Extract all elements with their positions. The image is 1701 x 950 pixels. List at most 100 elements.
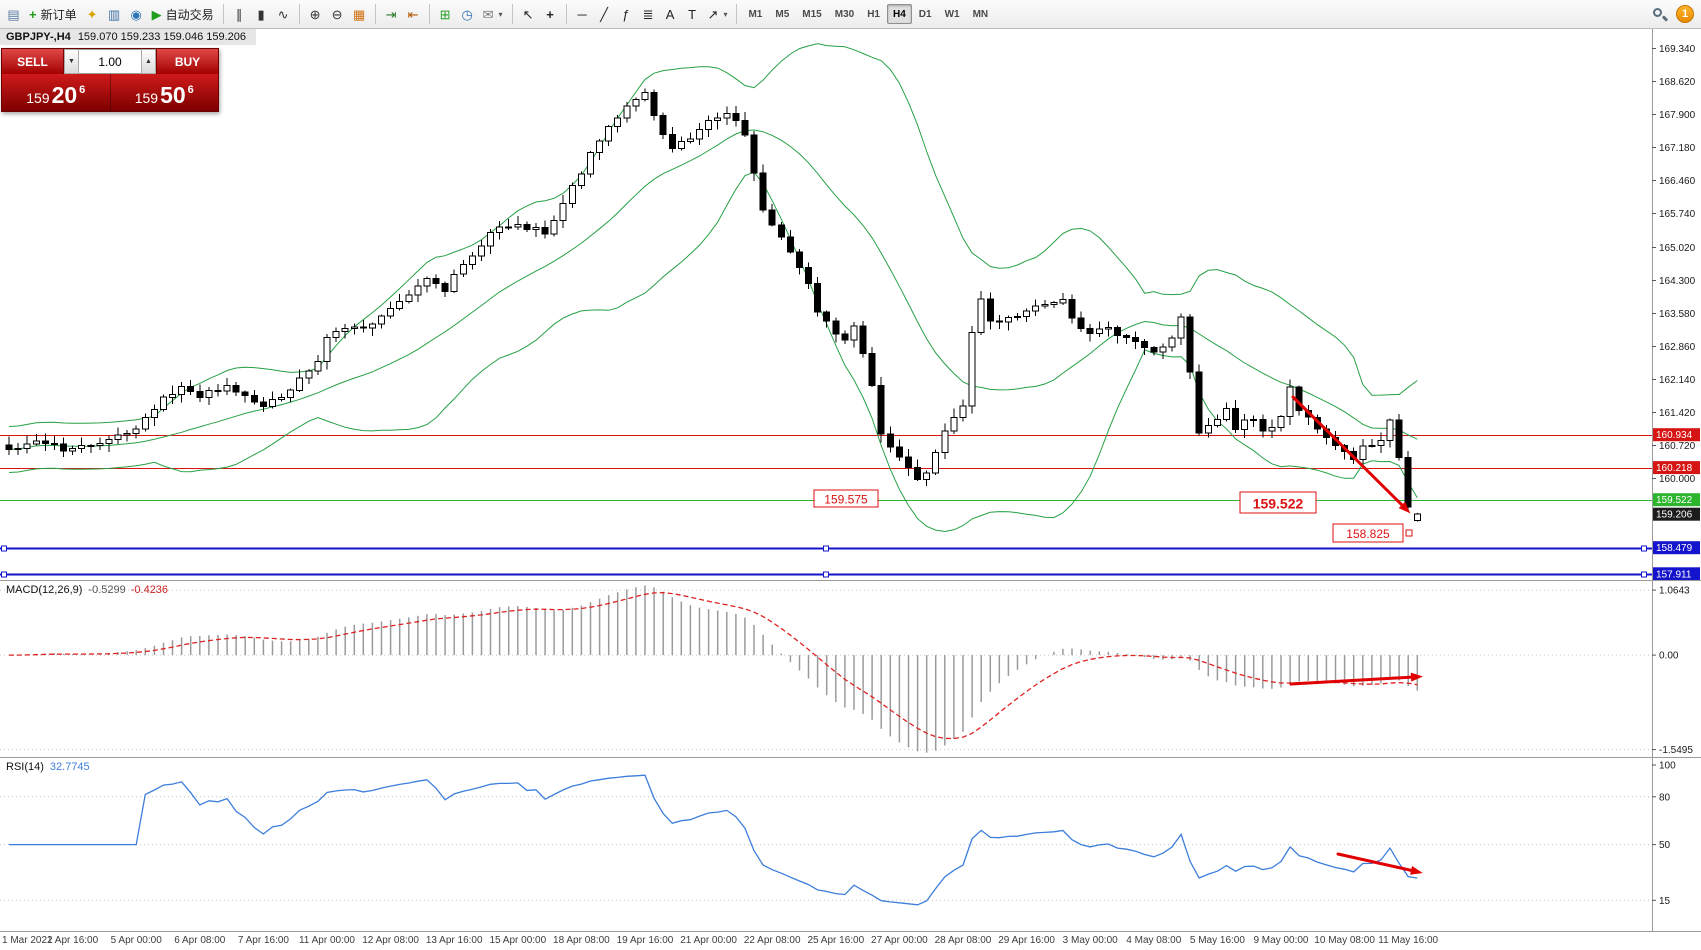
candlestick-series (5, 88, 1421, 522)
timeframe-button-d1[interactable]: D1 (913, 4, 938, 24)
macd-name: MACD(12,26,9) (6, 584, 83, 596)
mql-wizard-button[interactable]: ✦ (82, 3, 103, 25)
buy-price-point: 6 (187, 84, 194, 96)
chart-shift-icon: ⇤ (407, 6, 419, 22)
auto-scroll-button[interactable]: ⇥ (381, 3, 402, 25)
bar-chart-icon: ∥ (235, 6, 243, 22)
tile-windows-icon: ▦ (352, 6, 366, 22)
timeframe-button-h1[interactable]: H1 (861, 4, 886, 24)
auto-trading-button[interactable]: ▶ 自动交易 (148, 3, 218, 25)
time-axis-label: 6 Apr 08:00 (174, 935, 226, 946)
new-order-button[interactable]: + 新订单 (25, 3, 81, 25)
label-icon: T (688, 6, 697, 22)
search-icon[interactable] (1652, 6, 1668, 22)
community-button[interactable]: ◉ (126, 3, 147, 25)
periods-button[interactable]: ◷ (457, 3, 478, 25)
svg-text:158.825: 158.825 (1346, 527, 1390, 541)
time-axis[interactable]: 1 Mar 2022 1 Apr 16:00 5 Apr 00:00 6 Apr 08… (0, 931, 1701, 950)
sell-button[interactable]: SELL (2, 49, 64, 74)
timeframe-button-m1[interactable]: M1 (742, 4, 768, 24)
svg-text:1.0643: 1.0643 (1659, 586, 1690, 597)
lot-size-input[interactable] (79, 49, 141, 74)
sell-price-button[interactable]: 159 20 6 (2, 74, 111, 111)
rsi-line (9, 774, 1418, 906)
svg-text:157.911: 157.911 (1656, 569, 1692, 580)
horizontal-line-tool-button[interactable]: ─ (572, 3, 593, 25)
svg-text:165.740: 165.740 (1659, 209, 1696, 220)
profiles-button[interactable]: ▥ (104, 3, 125, 25)
symbol-period-label: GBPJPY-,H4 (6, 31, 71, 43)
candlestick-type-button[interactable]: ▮ (251, 3, 272, 25)
grid-icon: ≣ (642, 6, 654, 22)
svg-text:162.140: 162.140 (1659, 375, 1696, 386)
time-axis-label: 4 May 08:00 (1126, 935, 1182, 946)
label-tool-button[interactable]: T (682, 3, 703, 25)
macd-main-value: -0.5299 (88, 584, 126, 596)
zoom-out-icon: ⊖ (331, 6, 343, 22)
timeframe-button-h4[interactable]: H4 (886, 4, 912, 24)
trend-arrow[interactable] (1291, 395, 1411, 514)
zoom-out-button[interactable]: ⊖ (327, 3, 348, 25)
buy-button[interactable]: BUY (156, 49, 218, 74)
new-chart-button[interactable]: ⊞ (435, 3, 456, 25)
timeframe-button-mn[interactable]: MN (967, 4, 995, 24)
timeframe-button-m5[interactable]: M5 (769, 4, 795, 24)
chart-window-icon: ▤ (7, 6, 20, 22)
crosshair-tool-button[interactable]: + (540, 3, 561, 25)
chart-window-button[interactable]: ▤ (3, 3, 24, 25)
cursor-tool-button[interactable]: ↖ (518, 3, 539, 25)
time-axis-label: 11 May 16:00 (1378, 935, 1439, 946)
candlestick-icon: ▮ (257, 6, 265, 22)
buy-price-pips: 50 (160, 82, 186, 108)
svg-text:160.720: 160.720 (1659, 441, 1696, 452)
templates-button[interactable]: ✉ ▾ (479, 3, 507, 25)
line-chart-type-button[interactable]: ∿ (273, 3, 294, 25)
main-chart[interactable]: 159.575 159.522 158.825 169.340 168.620 167.9… (0, 29, 1701, 580)
objects-tool-button[interactable]: ≣ (638, 3, 659, 25)
zoom-in-button[interactable]: ⊕ (305, 3, 326, 25)
svg-text:167.900: 167.900 (1659, 110, 1696, 121)
buy-price-button[interactable]: 159 50 6 (111, 74, 219, 111)
cursor-icon: ↖ (522, 6, 534, 22)
lot-increase-button[interactable]: ▲ (141, 49, 156, 74)
svg-text:15: 15 (1659, 896, 1671, 907)
time-axis-label: 1 Mar 2022 (2, 935, 53, 946)
timeframe-button-w1[interactable]: W1 (939, 4, 966, 24)
toolbar: ▤ + 新订单 ✦ ▥ ◉ ▶ 自动交易 ∥ ▮ ∿ ⊕ ⊖ ▦ ⇥ ⇤ ⊞ ◷ ✉ ▾ ↖ + ─ ╱ ƒ ≣ A T ↗ ▾ M1 M5 M… (0, 0, 1701, 29)
price-axis[interactable]: 169.340 168.620 167.900 167.180 166.460 165.7… (1652, 29, 1701, 580)
arrows-tool-button[interactable]: ↗ ▾ (704, 3, 732, 25)
toolbar-items: ▤ + 新订单 ✦ ▥ ◉ ▶ 自动交易 ∥ ▮ ∿ ⊕ ⊖ ▦ ⇥ ⇤ ⊞ ◷ ✉ ▾ ↖ + ─ ╱ ƒ ≣ A T ↗ ▾ M1 M5 M… (3, 3, 1652, 25)
notifications-badge[interactable]: 1 (1676, 5, 1694, 23)
text-tool-button[interactable]: A (660, 3, 681, 25)
tile-windows-button[interactable]: ▦ (349, 3, 370, 25)
macd-panel[interactable]: 1.0643 0.00 -1.5495 (0, 580, 1701, 757)
chevron-down-icon: ▼ (68, 58, 75, 65)
plus-icon: + (29, 6, 37, 22)
svg-text:168.620: 168.620 (1659, 77, 1696, 88)
time-axis-label: 5 Apr 00:00 (110, 935, 162, 946)
toolbar-right: 1 (1652, 5, 1698, 23)
timeframe-button-m15[interactable]: M15 (796, 4, 827, 24)
chart-shift-button[interactable]: ⇤ (403, 3, 424, 25)
rsi-arrow[interactable] (1336, 852, 1423, 875)
bar-chart-type-button[interactable]: ∥ (229, 3, 250, 25)
svg-text:167.180: 167.180 (1659, 143, 1696, 154)
time-axis-label: 25 Apr 16:00 (807, 935, 865, 946)
time-axis-label: 18 Apr 08:00 (553, 935, 610, 946)
lot-decrease-button[interactable]: ▼ (64, 49, 79, 74)
time-axis-label: 19 Apr 16:00 (616, 935, 674, 946)
rsi-axis[interactable]: 100 80 50 15 (1652, 757, 1701, 931)
trendline-tool-button[interactable]: ╱ (594, 3, 615, 25)
timeframe-button-m30[interactable]: M30 (829, 4, 860, 24)
time-axis-label: 27 Apr 00:00 (871, 935, 928, 946)
macd-arrow[interactable] (1289, 672, 1423, 686)
svg-text:165.020: 165.020 (1659, 243, 1696, 254)
macd-axis[interactable]: 1.0643 0.00 -1.5495 (1652, 580, 1701, 757)
auto-scroll-icon: ⇥ (385, 6, 397, 22)
svg-text:-1.5495: -1.5495 (1659, 745, 1693, 756)
toolbar-separator (428, 4, 430, 24)
rsi-panel[interactable]: 100 80 50 15 (0, 757, 1701, 931)
fibonacci-tool-button[interactable]: ƒ (616, 3, 637, 25)
price-annotations[interactable]: 159.575 159.522 158.825 (813, 489, 1413, 543)
charts-grid-icon: ▥ (107, 6, 121, 22)
